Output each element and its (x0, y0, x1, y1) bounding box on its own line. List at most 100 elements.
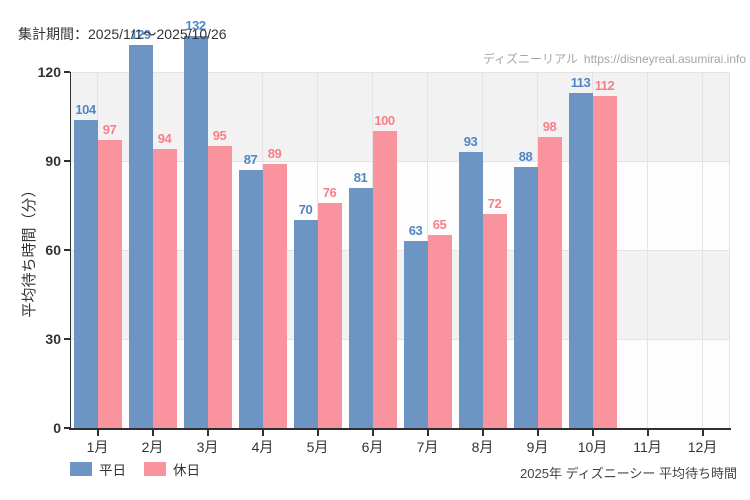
plot-band (70, 339, 730, 428)
bar-平日-3月 (183, 36, 208, 428)
bar-value-平日-6月: 81 (353, 169, 368, 185)
bar-平日-2月 (128, 45, 153, 428)
h-gridline (70, 250, 730, 251)
plot-band (70, 72, 730, 161)
x-tick (536, 430, 539, 436)
plot-area: 104 129 132 87 70 81 63 93 88 113 97 94 95 89 76 100 65 7… (70, 18, 730, 428)
watermark-site-name: ディズニーリアル (482, 52, 578, 66)
y-label-60: 60 (45, 242, 61, 258)
y-axis-line (70, 72, 71, 429)
bar-value-平日-1月: 104 (75, 101, 96, 117)
legend-swatch-平日 (70, 462, 92, 476)
bar-休日-7月 (427, 235, 452, 428)
y-tick (64, 249, 70, 251)
x-label-1月: 1月 (86, 439, 109, 455)
bar-value-休日-9月: 98 (542, 119, 557, 135)
bar-休日-3月 (207, 146, 232, 428)
x-tick (591, 430, 594, 436)
bar-value-平日-3月: 132 (185, 18, 206, 34)
bar-value-休日-7月: 65 (432, 217, 447, 233)
plot-band (70, 250, 730, 339)
x-tick (426, 430, 429, 436)
bar-value-休日-1月: 97 (102, 122, 117, 138)
bar-value-休日-3月: 95 (212, 128, 227, 144)
x-label-8月: 8月 (471, 439, 494, 455)
v-gridline (647, 72, 648, 428)
bar-平日-5月 (293, 220, 318, 428)
x-tick (701, 430, 704, 436)
x-tick (316, 430, 319, 436)
watermark: ディズニーリアル https://disneyreal.asumirai.info (483, 50, 746, 67)
bar-平日-8月 (458, 152, 483, 428)
legend-swatch-休日 (144, 462, 166, 476)
bar-value-休日-2月: 94 (157, 131, 172, 147)
y-label-120: 120 (37, 64, 61, 80)
y-tick (64, 427, 70, 429)
x-tick (96, 430, 99, 436)
bar-休日-2月 (152, 149, 177, 428)
chart-period-subtitle: 集計期間：2025/1/1～2025/10/26 (18, 26, 227, 42)
bar-休日-9月 (537, 137, 562, 428)
bar-平日-4月 (238, 169, 263, 428)
x-label-4月: 4月 (251, 439, 274, 455)
bar-休日-4月 (262, 164, 287, 428)
y-tick (64, 338, 70, 340)
legend-item-休日: 休日 (144, 459, 200, 479)
x-tick (206, 430, 209, 436)
bar-value-休日-5月: 76 (322, 184, 337, 200)
x-label-9月: 9月 (526, 439, 549, 455)
legend-item-平日: 平日 (70, 459, 126, 479)
v-gridline (702, 72, 703, 428)
watermark-url: https://disneyreal.asumirai.info (583, 52, 746, 66)
h-gridline (70, 339, 730, 340)
bar-休日-1月 (97, 140, 122, 428)
bar-value-休日-10月: 112 (594, 77, 615, 93)
v-gridline (729, 72, 730, 428)
bar-value-平日-7月: 63 (408, 223, 423, 239)
x-label-6月: 6月 (361, 439, 384, 455)
bar-value-平日-5月: 70 (298, 202, 313, 218)
x-label-10月: 10月 (577, 439, 608, 455)
bar-平日-7月 (403, 241, 428, 428)
x-label-11月: 11月 (633, 439, 662, 455)
legend-label-休日: 休日 (173, 463, 200, 478)
y-tick (64, 160, 70, 162)
bar-休日-10月 (592, 95, 617, 428)
y-label-0: 0 (53, 420, 61, 436)
h-gridline (70, 72, 730, 73)
x-tick (646, 430, 649, 436)
bar-休日-6月 (372, 131, 397, 428)
bar-value-平日-2月: 129 (130, 27, 151, 43)
bar-平日-1月 (73, 119, 98, 428)
x-label-3月: 3月 (196, 439, 219, 455)
legend-label-平日: 平日 (99, 463, 126, 478)
bar-value-平日-4月: 87 (243, 151, 258, 167)
h-gridline (70, 161, 730, 162)
bar-value-休日-6月: 100 (374, 113, 395, 129)
plot-band (70, 161, 730, 250)
legend: 平日 休日 (70, 459, 218, 479)
bar-休日-8月 (482, 214, 507, 428)
x-label-5月: 5月 (306, 439, 329, 455)
bar-value-平日-10月: 113 (570, 74, 591, 90)
bar-休日-5月 (317, 202, 342, 428)
x-label-12月: 12月 (687, 439, 718, 455)
bar-value-平日-9月: 88 (518, 148, 533, 164)
x-tick (151, 430, 154, 436)
bar-平日-9月 (513, 166, 538, 428)
x-label-7月: 7月 (416, 439, 439, 455)
x-tick (261, 430, 264, 436)
bar-value-休日-8月: 72 (487, 196, 502, 212)
bar-平日-10月 (568, 92, 593, 428)
x-tick (371, 430, 374, 436)
y-label-30: 30 (45, 331, 61, 347)
bar-value-休日-4月: 89 (267, 146, 282, 161)
x-axis-line (69, 428, 731, 430)
x-label-2月: 2月 (141, 439, 164, 455)
y-label-90: 90 (45, 153, 61, 169)
bar-value-平日-8月: 93 (463, 134, 478, 150)
chart-caption: 2025年 ディズニーシー 平均待ち時間 (520, 466, 737, 481)
bar-平日-6月 (348, 187, 373, 428)
x-tick (481, 430, 484, 436)
